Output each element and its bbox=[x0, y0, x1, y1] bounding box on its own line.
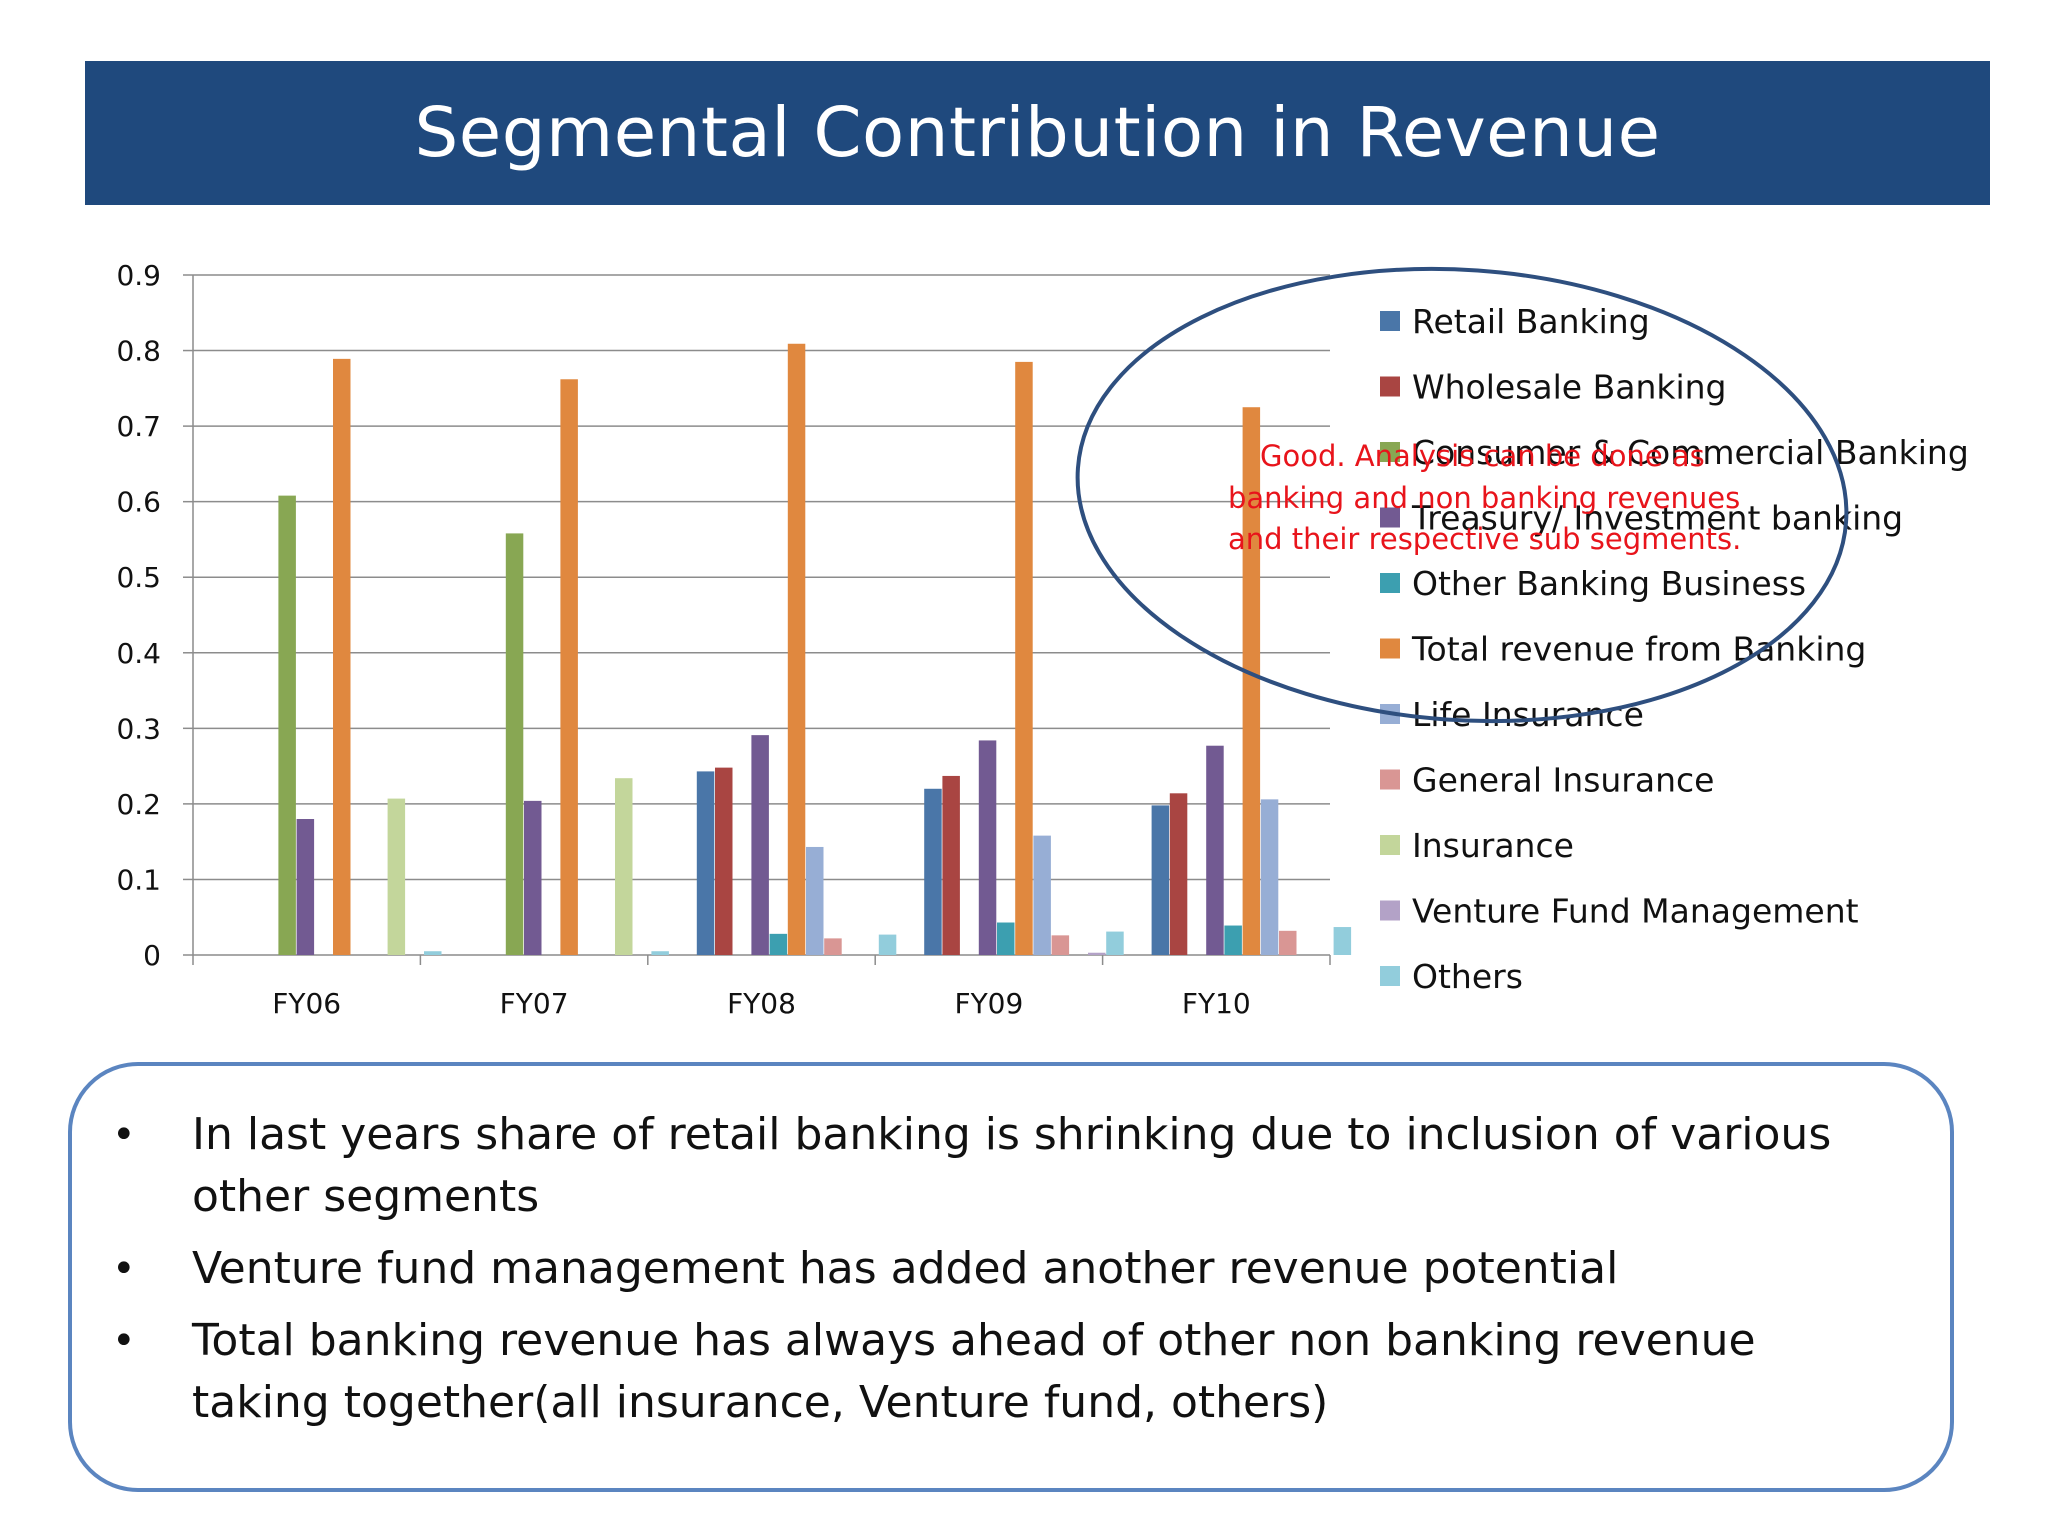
bar bbox=[424, 951, 442, 955]
y-tick-label: 0.4 bbox=[116, 637, 161, 670]
annotation-text: Good. Analysis can be done as bbox=[1260, 439, 1705, 473]
gridlines bbox=[193, 274, 1330, 881]
bar bbox=[296, 819, 315, 955]
legend-label: Others bbox=[1412, 957, 1523, 996]
bar bbox=[560, 379, 578, 955]
legend-swatch bbox=[1380, 311, 1400, 331]
bar bbox=[769, 933, 788, 955]
legend-label: Treasury/ Investment banking bbox=[1411, 499, 1903, 538]
bar bbox=[1333, 927, 1352, 955]
legend-label: Retail Banking bbox=[1412, 302, 1650, 341]
bar bbox=[1242, 407, 1261, 955]
bar bbox=[1015, 361, 1033, 955]
y-tick-label: 0.2 bbox=[116, 788, 161, 821]
bar bbox=[806, 846, 824, 955]
slide-title: Segmental Contribution in Revenue bbox=[414, 93, 1661, 173]
bars bbox=[278, 343, 1352, 955]
x-tick-label: FY08 bbox=[727, 987, 796, 1020]
legend-swatch bbox=[1380, 573, 1400, 593]
legend-label: Insurance bbox=[1412, 826, 1574, 865]
legend-label: Life Insurance bbox=[1412, 695, 1644, 734]
bar bbox=[997, 922, 1015, 955]
bar bbox=[524, 800, 542, 955]
bar bbox=[824, 938, 842, 955]
bar bbox=[787, 343, 806, 955]
legend-label: General Insurance bbox=[1412, 761, 1714, 800]
bar bbox=[978, 740, 997, 955]
legend-swatch bbox=[1380, 376, 1400, 397]
legend-swatch bbox=[1380, 442, 1400, 462]
legend-label: Venture Fund Management bbox=[1412, 892, 1859, 931]
x-tick-label: FY06 bbox=[272, 987, 341, 1020]
axes: 0 0.1 0.2 0.3 0.4 0.5 0.6 0.7 0.8 0.9 FY06 FY07 FY08… bbox=[116, 259, 1331, 1020]
notes-box: • In last years share of retail banking i… bbox=[68, 1062, 1954, 1492]
bar bbox=[942, 775, 960, 955]
legend: Retail Banking Wholesale Banking Consumer … bbox=[1380, 302, 1969, 996]
bar bbox=[1224, 925, 1242, 955]
bar bbox=[651, 951, 669, 955]
x-tick-label: FY10 bbox=[1182, 987, 1251, 1020]
y-tick-label: 0.8 bbox=[116, 335, 161, 368]
bar bbox=[1260, 799, 1279, 955]
note-text: In last years share of retail banking is… bbox=[192, 1109, 1832, 1222]
legend-label: Consumer & Commercial Banking bbox=[1412, 433, 1969, 472]
note-item: • In last years share of retail banking i… bbox=[72, 1104, 1950, 1228]
bar bbox=[505, 533, 524, 955]
y-tick-label: 0.1 bbox=[116, 863, 161, 896]
x-tick-label: FY09 bbox=[954, 987, 1023, 1020]
bar bbox=[1106, 931, 1124, 955]
bar bbox=[751, 735, 769, 955]
y-tick-label: 0.6 bbox=[116, 486, 161, 519]
bar bbox=[878, 934, 897, 955]
y-tick-label: 0.7 bbox=[116, 410, 161, 443]
notes-list: • In last years share of retail banking i… bbox=[72, 1104, 1950, 1444]
legend-swatch bbox=[1380, 966, 1400, 986]
legend-label: Wholesale Banking bbox=[1412, 368, 1727, 407]
legend-label: Other Banking Business bbox=[1412, 564, 1806, 603]
bar bbox=[1279, 930, 1297, 955]
legend-label: Total revenue from Banking bbox=[1411, 630, 1866, 669]
annotation-text: and their respective sub segments. bbox=[1228, 522, 1741, 556]
legend-swatch bbox=[1380, 769, 1400, 790]
bar bbox=[1169, 793, 1188, 955]
y-tick-label: 0.5 bbox=[116, 561, 161, 594]
bar bbox=[278, 495, 296, 955]
note-item: • Total banking revenue has always ahead … bbox=[72, 1310, 1950, 1434]
bar bbox=[696, 771, 715, 955]
bar bbox=[333, 358, 351, 955]
annotation-text: banking and non banking revenues bbox=[1228, 481, 1740, 515]
y-tick-label: 0.9 bbox=[116, 259, 161, 292]
bar bbox=[715, 767, 733, 955]
bar bbox=[1051, 935, 1070, 955]
bar bbox=[924, 788, 942, 955]
legend-swatch bbox=[1380, 900, 1400, 921]
y-tick-label: 0.3 bbox=[116, 712, 161, 745]
legend-swatch bbox=[1380, 638, 1400, 659]
bullet-icon: • bbox=[112, 1318, 136, 1364]
x-tick-label: FY07 bbox=[500, 987, 569, 1020]
bar bbox=[1033, 835, 1051, 955]
bar bbox=[1151, 805, 1170, 955]
bar bbox=[1206, 745, 1224, 955]
bar bbox=[1088, 952, 1106, 955]
annotation: Good. Analysis can be done as banking and… bbox=[1075, 266, 1849, 724]
note-text: Total banking revenue has always ahead o… bbox=[192, 1315, 1756, 1428]
annotation-ellipse bbox=[1075, 266, 1849, 724]
note-item: • Venture fund management has added anoth… bbox=[72, 1238, 1950, 1300]
y-tick-label: 0 bbox=[143, 939, 161, 972]
title-bar: Segmental Contribution in Revenue bbox=[85, 61, 1990, 205]
bar bbox=[615, 778, 633, 955]
note-text: Venture fund management has added anothe… bbox=[192, 1243, 1619, 1294]
bullet-icon: • bbox=[112, 1246, 136, 1292]
bullet-icon: • bbox=[112, 1112, 136, 1158]
legend-swatch bbox=[1380, 835, 1400, 855]
bar bbox=[387, 798, 406, 955]
legend-swatch bbox=[1380, 507, 1400, 528]
